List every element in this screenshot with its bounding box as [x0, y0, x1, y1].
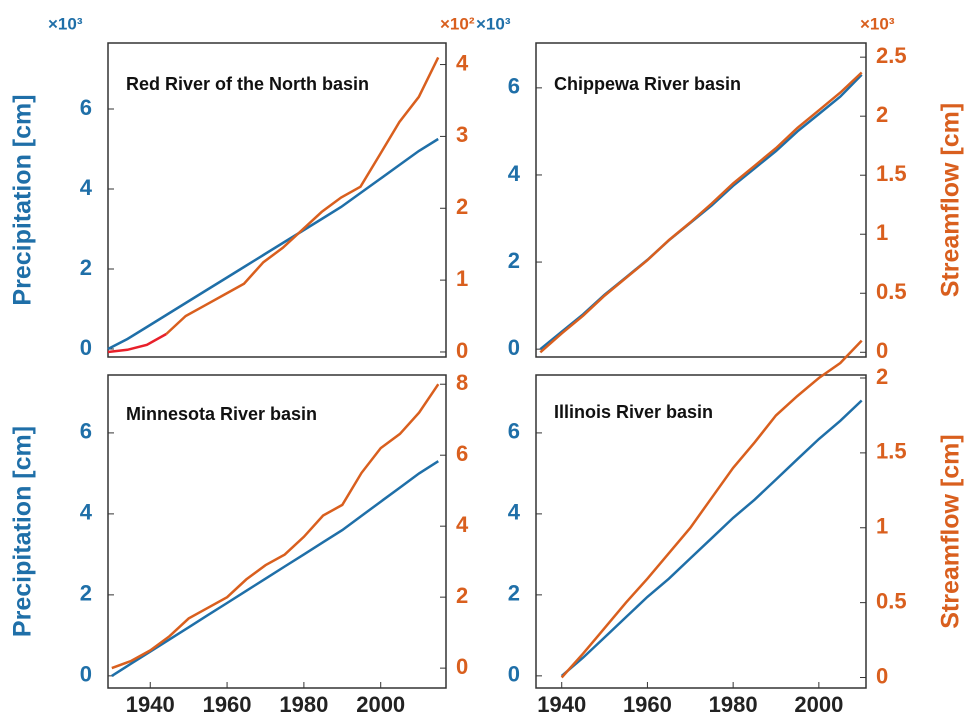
y-tick-label: 6	[508, 74, 520, 99]
x-tick-label: 2000	[794, 692, 843, 717]
y2-tick-label: 4	[456, 50, 469, 75]
y2-axis-label: Streamflow [cm]	[937, 434, 965, 628]
y2-tick-label: 2	[456, 583, 468, 608]
y2-tick-label: 0	[456, 654, 468, 679]
y2-tick-label: 0	[876, 338, 888, 363]
x-tick-label: 1980	[709, 692, 758, 717]
data-line	[560, 339, 863, 679]
plot-frame	[535, 374, 867, 689]
x-tick-label: 1960	[203, 692, 252, 717]
y-tick-label: 0	[508, 335, 520, 360]
y-tick-label: 6	[80, 419, 92, 444]
y-tick-label: 4	[508, 161, 521, 186]
plot-frame	[535, 42, 867, 358]
y-tick-label: 0	[80, 662, 92, 687]
y2-tick-label: 2	[456, 194, 468, 219]
y-tick-label: 2	[508, 248, 520, 273]
y-tick-label: 0	[508, 662, 520, 687]
y2-multiplier: ×10²	[440, 14, 475, 33]
panel-title: Chippewa River basin	[554, 74, 741, 94]
plot-frame	[107, 42, 447, 358]
y2-tick-label: 0.5	[876, 279, 907, 304]
y-tick-label: 2	[80, 255, 92, 280]
panel-title: Minnesota River basin	[126, 404, 317, 424]
y-tick-label: 6	[80, 95, 92, 120]
y2-tick-label: 1.5	[876, 161, 907, 186]
y-tick-label: 6	[508, 419, 520, 444]
y-tick-label: 0	[80, 335, 92, 360]
y-tick-label: 4	[508, 500, 521, 525]
x-tick-label: 1940	[537, 692, 586, 717]
y-tick-label: 2	[508, 581, 520, 606]
data-line	[111, 383, 440, 670]
y-multiplier: ×10³	[476, 14, 511, 33]
y2-tick-label: 3	[456, 122, 468, 147]
x-tick-label: 1980	[279, 692, 328, 717]
data-line	[560, 399, 863, 677]
y2-tick-label: 1	[876, 514, 888, 539]
y2-tick-label: 2	[876, 102, 888, 127]
panel-title: Red River of the North basin	[126, 74, 369, 94]
y-tick-label: 4	[80, 175, 93, 200]
data-line	[539, 71, 863, 354]
y-tick-label: 4	[80, 500, 93, 525]
y-tick-label: 2	[80, 581, 92, 606]
y-multiplier: ×10³	[48, 14, 83, 33]
data-line	[111, 460, 439, 677]
y2-tick-label: 0.5	[876, 588, 907, 613]
y2-tick-label: 2	[876, 364, 888, 389]
y2-multiplier: ×10³	[860, 14, 895, 33]
panel-title: Illinois River basin	[554, 402, 713, 422]
data-line	[107, 137, 439, 351]
y-axis-label: Precipitation [cm]	[9, 426, 37, 637]
data-line	[165, 56, 440, 335]
y2-tick-label: 8	[456, 370, 468, 395]
x-tick-label: 2000	[356, 692, 405, 717]
y2-axis-label: Streamflow [cm]	[937, 103, 965, 297]
data-line	[107, 332, 167, 354]
y2-tick-label: 4	[456, 512, 469, 537]
y2-tick-label: 0	[876, 663, 888, 688]
y2-tick-label: 1.5	[876, 439, 907, 464]
y2-tick-label: 0	[456, 338, 468, 363]
y2-tick-label: 1	[876, 220, 888, 245]
x-tick-label: 1940	[126, 692, 175, 717]
y2-tick-label: 6	[456, 441, 468, 466]
plot-frame	[107, 374, 447, 689]
x-tick-label: 1960	[623, 692, 672, 717]
y-axis-label: Precipitation [cm]	[9, 94, 37, 305]
y2-tick-label: 2.5	[876, 43, 907, 68]
y2-tick-label: 1	[456, 266, 468, 291]
